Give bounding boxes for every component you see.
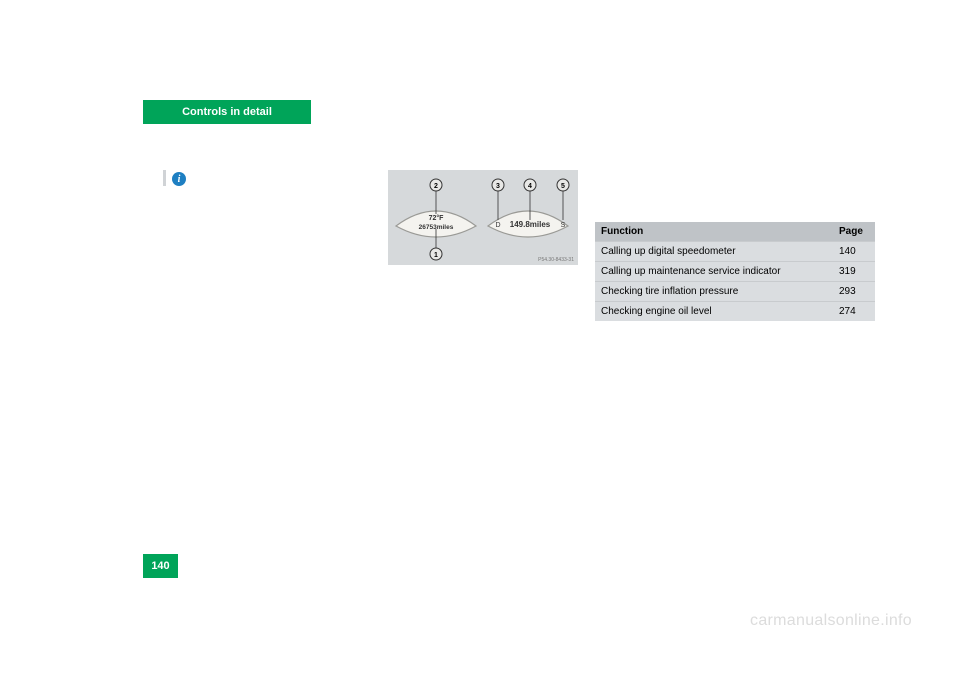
cell-function: Checking engine oil level [595,302,833,322]
svg-text:1: 1 [434,252,438,259]
right-dial-mode: S [561,222,566,229]
svg-text:3: 3 [496,183,500,190]
diagram-ref: P54.30-8433-31 [538,257,574,263]
section-header: Controls in detail [143,100,311,124]
svg-text:5: 5 [561,183,565,190]
cell-page: 293 [833,282,875,302]
page-number-value: 140 [151,560,169,572]
callout-3: 3 [492,179,504,191]
svg-text:4: 4 [528,183,532,190]
cell-page: 319 [833,262,875,282]
col-function: Function [595,222,833,242]
cell-page: 140 [833,242,875,262]
table-row: Checking engine oil level 274 [595,302,875,322]
svg-text:2: 2 [434,183,438,190]
table-row: Calling up digital speedometer 140 [595,242,875,262]
callout-5: 5 [557,179,569,191]
section-title: Controls in detail [182,106,272,118]
page-number: 140 [143,554,178,578]
callout-2: 2 [430,179,442,191]
callout-4: 4 [524,179,536,191]
table-row: Calling up maintenance service indicator… [595,262,875,282]
manual-page: Controls in detail i 72°F 26753miles D 1… [143,100,877,578]
cell-function: Calling up maintenance service indicator [595,262,833,282]
left-dial-temp: 72°F [429,214,445,222]
callout-1: 1 [430,248,442,260]
col-page: Page [833,222,875,242]
function-table: Function Page Calling up digital speedom… [595,222,875,321]
gauge-diagram: 72°F 26753miles D 149.8miles S 1 2 [388,170,578,265]
info-icon: i [172,172,186,186]
right-dial-trip: 149.8miles [510,220,551,229]
cell-page: 274 [833,302,875,322]
cell-function: Checking tire inflation pressure [595,282,833,302]
watermark: carmanualsonline.info [750,612,912,630]
table-header-row: Function Page [595,222,875,242]
table-row: Checking tire inflation pressure 293 [595,282,875,302]
right-dial-gear: D [495,222,500,229]
info-note: i [163,170,323,186]
cell-function: Calling up digital speedometer [595,242,833,262]
